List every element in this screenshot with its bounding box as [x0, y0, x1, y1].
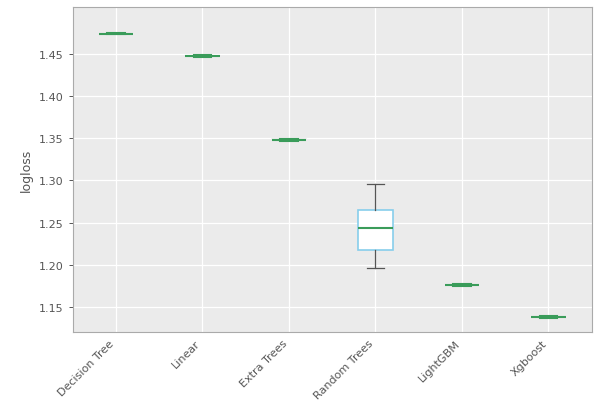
Y-axis label: logloss: logloss	[20, 149, 34, 192]
PathPatch shape	[98, 34, 133, 35]
PathPatch shape	[272, 140, 306, 141]
PathPatch shape	[358, 210, 393, 250]
PathPatch shape	[531, 317, 566, 318]
PathPatch shape	[445, 285, 479, 286]
PathPatch shape	[185, 57, 220, 58]
